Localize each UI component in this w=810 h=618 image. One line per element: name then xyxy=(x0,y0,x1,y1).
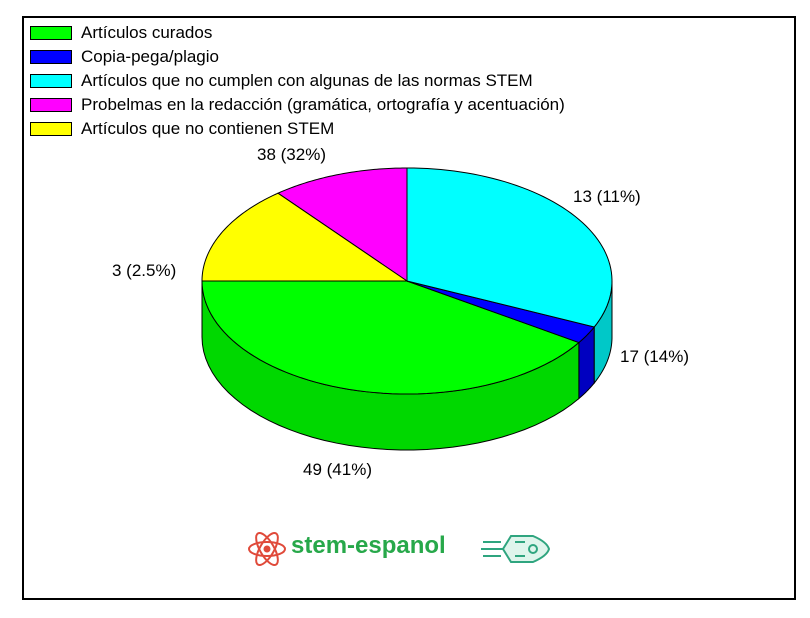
legend-item: Artículos que no contienen STEM xyxy=(30,117,565,141)
pie-slice xyxy=(276,167,408,282)
stem-espanol-logo: stem-espanol xyxy=(245,522,555,576)
legend-label: Copia-pega/plagio xyxy=(81,47,219,66)
slice-value-label: 38 (32%) xyxy=(257,145,326,164)
pie-slice xyxy=(406,280,596,344)
slice-value-label: 3 (2.5%) xyxy=(112,261,177,280)
legend-swatch xyxy=(30,26,72,40)
slice-value-label: 17 (14%) xyxy=(620,347,689,366)
logo-text: stem-espanol xyxy=(291,532,446,559)
legend-item: Artículos curados xyxy=(30,21,565,45)
legend-swatch xyxy=(30,98,72,112)
legend-label: Artículos curados xyxy=(81,23,213,42)
legend-label: Artículos que no cumplen con algunas de … xyxy=(81,71,533,90)
legend-swatch xyxy=(30,122,72,136)
legend-label: Artículos que no contienen STEM xyxy=(81,119,335,138)
legend: Artículos curados Copia-pega/plagio Artícu… xyxy=(30,21,565,141)
legend-item: Probelmas en la redacción (gramática, or… xyxy=(30,93,565,117)
chart-frame xyxy=(22,16,796,600)
legend-swatch xyxy=(30,74,72,88)
pie-slice xyxy=(406,167,613,328)
legend-label: Probelmas en la redacción (gramática, or… xyxy=(81,95,565,114)
rocket-icon xyxy=(481,535,551,563)
pie-slice xyxy=(201,192,409,282)
slice-value-label: 13 (11%) xyxy=(573,187,641,206)
legend-swatch xyxy=(30,50,72,64)
legend-item: Artículos que no cumplen con algunas de … xyxy=(30,69,565,93)
atom-icon xyxy=(248,532,286,566)
slice-value-label: 49 (41%) xyxy=(303,460,372,479)
legend-item: Copia-pega/plagio xyxy=(30,45,565,69)
